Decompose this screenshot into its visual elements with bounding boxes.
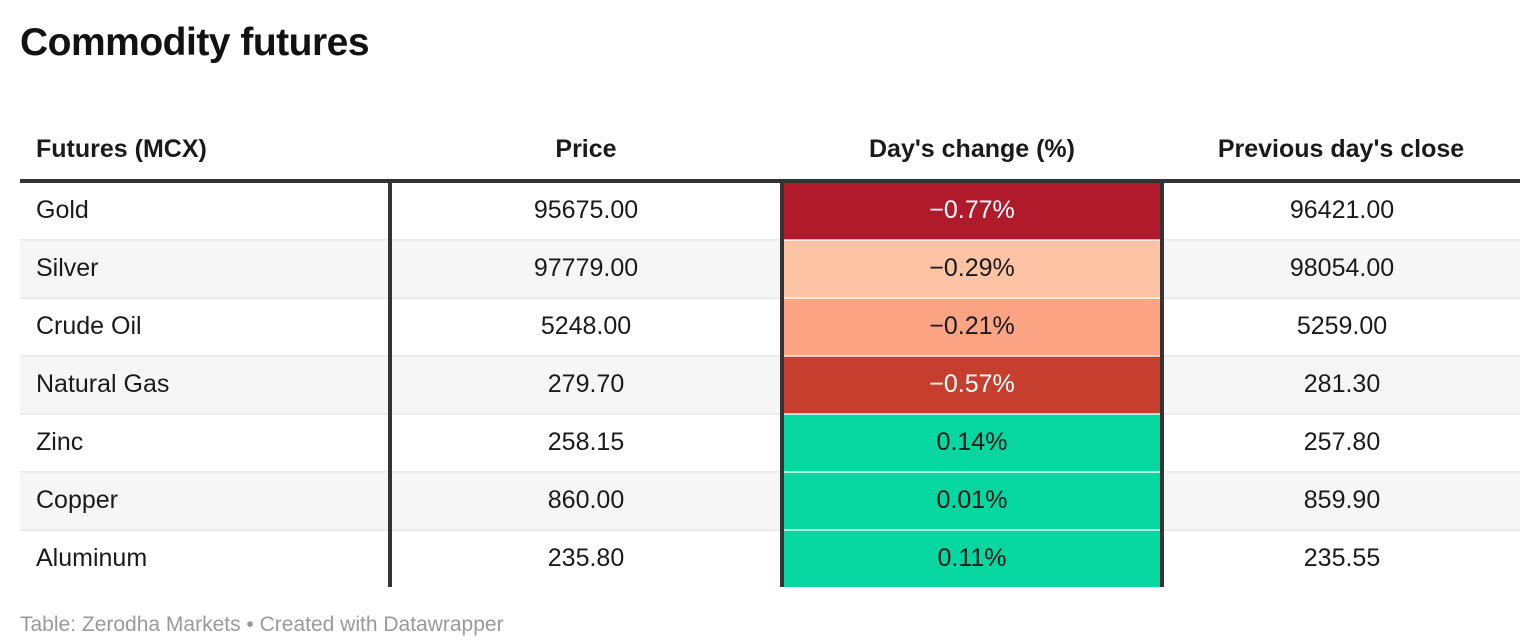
column-header-days-change: Day's change (%) — [782, 90, 1162, 183]
price-cell: 95675.00 — [533, 196, 639, 225]
prev-close-cell: 5259.00 — [1162, 296, 1520, 356]
days-change-cell: −0.21% — [780, 296, 1164, 356]
price-cell: 235.80 — [390, 528, 782, 587]
price-cell: 97779.00 — [390, 238, 782, 298]
prev-close-cell: 281.30 — [1162, 354, 1520, 414]
page-title: Commodity futures — [20, 21, 370, 64]
prev-close-cell: 859.90 — [1162, 470, 1520, 530]
table-row: Copper 860.00 0.01% 859.90 — [20, 470, 1520, 530]
column-header-futures: Futures (MCX) — [20, 90, 390, 183]
days-change-cell: −0.29% — [780, 238, 1164, 298]
futures-name-cell: Gold — [20, 180, 392, 240]
table-header: Futures (MCX) Price Day's change (%) Pre… — [20, 90, 1520, 183]
days-change-cell: −0.77% — [780, 180, 1164, 240]
futures-name-cell: Aluminum — [20, 528, 392, 587]
table-row: Natural Gas 279.70 −0.57% 281.30 — [20, 354, 1520, 414]
days-change-cell: 0.11% — [780, 528, 1164, 587]
futures-name-cell: Silver — [20, 238, 392, 298]
footer-attribution: Table: Zerodha Markets • Created with Da… — [20, 612, 504, 636]
prev-close-cell: 96421.00 — [1289, 196, 1395, 225]
price-cell: 860.00 — [390, 470, 782, 530]
futures-name-cell: Natural Gas — [20, 354, 392, 414]
header-row: Futures (MCX) Price Day's change (%) Pre… — [20, 90, 1520, 183]
column-header-prev-close: Previous day's close — [1162, 90, 1520, 183]
table-row: Zinc 258.15 0.14% 257.80 — [20, 412, 1520, 472]
days-change-cell: 0.14% — [780, 412, 1164, 472]
price-cell: 5248.00 — [390, 296, 782, 356]
table-row: Gold 95675.00 −0.77% 96421.00 — [20, 180, 1520, 240]
futures-name-cell: Zinc — [20, 412, 392, 472]
days-change-cell: −0.57% — [780, 354, 1164, 414]
table-body: Gold 95675.00 −0.77% 96421.00 Silver 97779.00… — [20, 180, 1520, 587]
table-row: Silver 97779.00 −0.29% 98054.00 — [20, 238, 1520, 298]
table-row: Crude Oil 5248.00 −0.21% 5259.00 — [20, 296, 1520, 356]
prev-close-cell: 235.55 — [1162, 528, 1520, 587]
prev-close-cell: 257.80 — [1162, 412, 1520, 472]
futures-name-cell: Copper — [20, 470, 392, 530]
commodity-futures-table: Futures (MCX) Price Day's change (%) Pre… — [20, 90, 1520, 587]
table-row: Aluminum 235.80 0.11% 235.55 — [20, 528, 1520, 587]
price-cell: 279.70 — [390, 354, 782, 414]
price-cell: 258.15 — [390, 412, 782, 472]
column-header-price: Price — [390, 90, 782, 183]
futures-name-cell: Crude Oil — [20, 296, 392, 356]
prev-close-cell: 98054.00 — [1162, 238, 1520, 298]
days-change-cell: 0.01% — [780, 470, 1164, 530]
